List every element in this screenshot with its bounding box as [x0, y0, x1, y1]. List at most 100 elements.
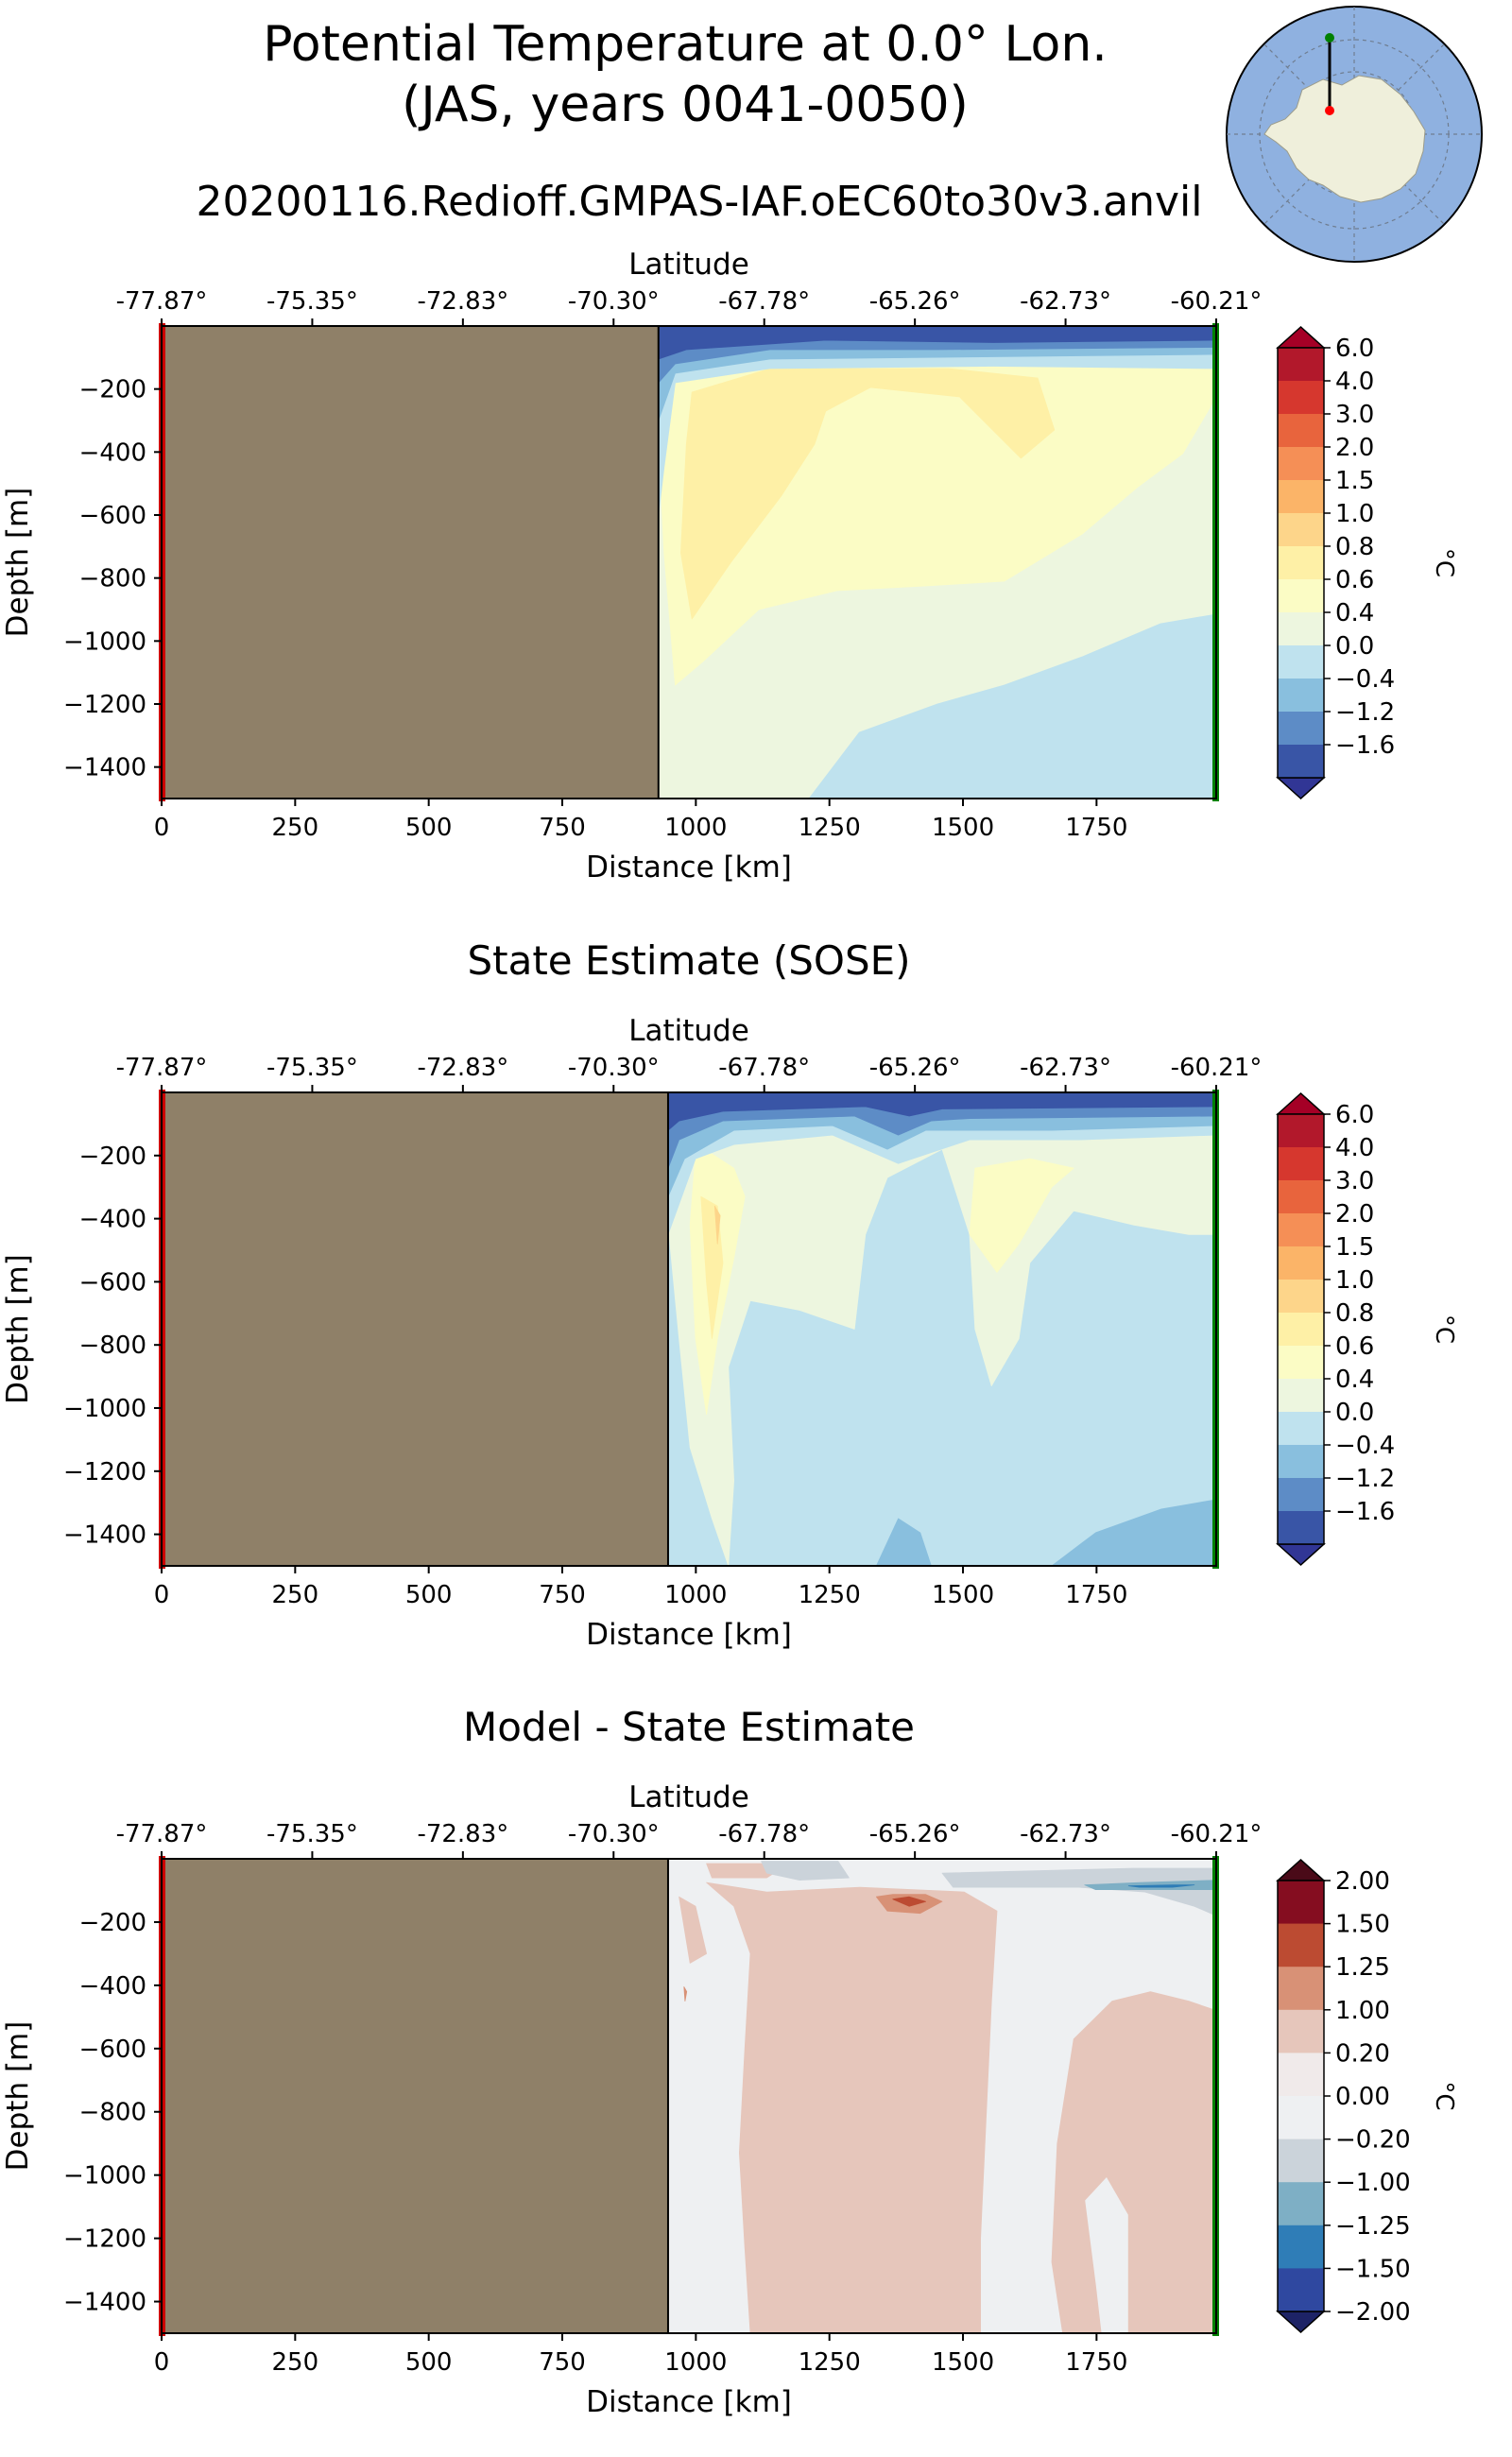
contour-region-1 [808, 613, 1216, 799]
top-tick-label: -72.83° [417, 1820, 508, 1848]
colorbar-tick-label: 4.0 [1335, 368, 1374, 396]
x-tick-label: 1750 [1065, 1581, 1127, 1609]
y-tick-label: −1400 [63, 1521, 146, 1550]
contour-region-5 [969, 1158, 1074, 1273]
colorbar-segment [1278, 414, 1324, 448]
colorbar-under-triangle [1276, 2311, 1326, 2334]
x-tick-label: 500 [405, 1581, 453, 1609]
colorbar-tick-label: −0.4 [1335, 665, 1395, 694]
top-tick-label: -70.30° [568, 287, 660, 316]
y-tick-label: −600 [79, 2036, 146, 2064]
colorbar-segment [1278, 447, 1324, 481]
colorbar-tick-label: 3.0 [1335, 1167, 1374, 1195]
x-tick-label: 500 [405, 814, 453, 842]
colorbar-over-triangle [1276, 1091, 1326, 1115]
colorbar-over-triangle [1276, 325, 1326, 349]
colorbar-segment [1278, 2096, 1324, 2140]
colorbar-tick-label: 2.0 [1335, 1200, 1374, 1228]
colorbar-frame [1277, 347, 1325, 779]
colorbar-segment [1278, 1511, 1324, 1545]
y-tick-label: −1000 [63, 1395, 146, 1423]
colorbar-segment [1278, 579, 1324, 613]
top-tick-label: -65.26° [869, 1054, 961, 1082]
panel-difference: Model - State Estimate 0 250 500 750 1000 1250… [1, 1704, 1458, 2419]
top-tick-label: -62.73° [1020, 1820, 1111, 1848]
colorbar-tick-label: 6.0 [1335, 1101, 1374, 1129]
colorbar-tick-label: 1.0 [1335, 500, 1374, 528]
top-tick-label: -60.21° [1171, 287, 1263, 316]
top-tick-label: -67.78° [718, 1054, 810, 1082]
plot-frame [161, 1091, 1217, 1567]
colorbar-under-triangle [1276, 777, 1326, 800]
colorbar-segment [1278, 2182, 1324, 2226]
top-tick-label: -72.83° [417, 287, 508, 316]
colorbar-segment [1278, 348, 1324, 382]
y-tick-label: −200 [79, 1143, 146, 1171]
x-tick-label: 750 [539, 1581, 586, 1609]
colorbar-under-triangle [1276, 1543, 1326, 1567]
land-mask [162, 1859, 668, 2333]
colorbar-segment [1278, 1313, 1324, 1347]
x-tick-label: 0 [154, 1581, 170, 1609]
y-tick-label: −800 [79, 1332, 146, 1360]
y-axis-label: Depth [m] [1, 488, 35, 638]
colorbar-segment [1278, 1412, 1324, 1446]
colorbar-tick-label: −0.20 [1335, 2126, 1411, 2155]
contour-region-3 [680, 368, 1056, 620]
top-tick-label: -72.83° [417, 1054, 508, 1082]
x-tick-label: 1000 [664, 2348, 727, 2377]
colorbar-tick-label: 2.0 [1335, 434, 1374, 462]
contour-region-7 [683, 1986, 688, 2002]
figure-title-line1: Potential Temperature at 0.0° Lon. [263, 16, 1108, 73]
colorbar-segment [1278, 1379, 1324, 1413]
panel-title: Model - State Estimate [463, 1704, 915, 1750]
colorbar-segment [1278, 1346, 1324, 1380]
colorbar-tick-label: 1.5 [1335, 467, 1374, 495]
colorbar-tick-label: 6.0 [1335, 335, 1374, 363]
top-tick-label: -65.26° [869, 1820, 961, 1848]
antarctica-landmass [1263, 75, 1426, 203]
colorbar-segment [1278, 2225, 1324, 2269]
colorbar-tick-label: −1.6 [1335, 731, 1395, 760]
top-tick-label: -65.26° [869, 287, 961, 316]
contour-region-1 [876, 1518, 932, 1566]
contour-region-8 [761, 1861, 850, 1881]
x-tick-label: 1250 [799, 2348, 861, 2377]
y-tick-label: −1400 [63, 754, 146, 782]
x-tick-label: 750 [539, 814, 586, 842]
contour-region-2 [1051, 1991, 1216, 2333]
x-tick-label: 250 [272, 2348, 319, 2377]
colorbar-tick-label: 0.8 [1335, 533, 1374, 561]
colorbar-unit-label: °C [1430, 1314, 1458, 1344]
contour-region-10 [667, 1092, 1216, 1169]
contour-region-2 [1051, 1499, 1216, 1566]
y-tick-label: −600 [79, 502, 146, 530]
contour-region-3 [679, 1896, 707, 1964]
top-axis-label: Latitude [628, 1780, 749, 1814]
colorbar-tick-label: 0.4 [1335, 1366, 1374, 1394]
colorbar-tick-label: 0.20 [1335, 2039, 1390, 2068]
colorbar-tick-label: 1.50 [1335, 1911, 1390, 1939]
y-tick-label: −1200 [63, 691, 146, 719]
colorbar-tick-label: 0.0 [1335, 632, 1374, 661]
colorbar-segment [1278, 1246, 1324, 1280]
y-tick-label: −1200 [63, 1458, 146, 1486]
contour-fills [667, 1859, 1216, 2333]
colorbar-segment [1278, 2139, 1324, 2183]
colorbar-segment [1278, 480, 1324, 514]
figure-title-line2: (JAS, years 0041-0050) [402, 77, 969, 133]
colorbar-tick-label: 0.4 [1335, 599, 1374, 627]
top-axis-label: Latitude [628, 248, 749, 282]
contour-region-9 [667, 1092, 1216, 1197]
colorbar-tick-label: −0.4 [1335, 1432, 1395, 1460]
colorbar-tick-label: 1.25 [1335, 1953, 1390, 1982]
x-axis-label: Distance [km] [586, 1618, 792, 1652]
colorbar-segment [1278, 1114, 1324, 1148]
x-tick-label: 1000 [664, 1581, 727, 1609]
top-tick-label: -60.21° [1171, 1820, 1263, 1848]
colorbar-segment [1278, 612, 1324, 646]
land-mask [162, 1092, 668, 1566]
y-tick-label: −200 [79, 1909, 146, 1937]
colorbar-tick-label: −1.2 [1335, 1465, 1395, 1493]
contour-region-11 [1127, 1884, 1195, 1888]
